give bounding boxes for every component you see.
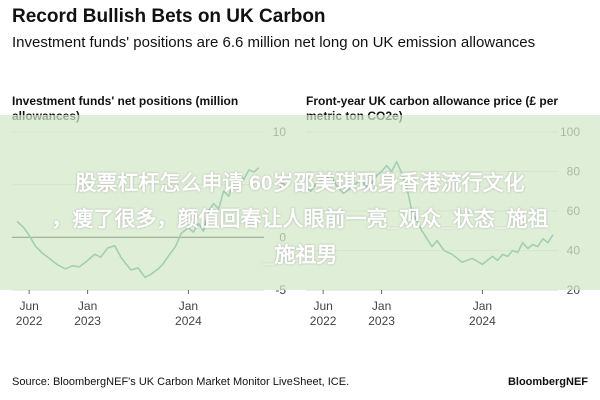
x-tick-label-year: 2024	[175, 314, 202, 328]
x-tick-label-year: 2022	[310, 314, 337, 328]
overlay-text-line-1: 股票杠杆怎么申请 60岁邵美琪现身香港流行文化	[75, 172, 525, 195]
watermark-overlay: 股票杠杆怎么申请 60岁邵美琪现身香港流行文化 ，瘦了很多，颜值回春让人眼前一亮…	[0, 115, 600, 290]
x-tick-label-month: Jun	[19, 299, 38, 313]
x-tick-label-year: 2023	[368, 314, 395, 328]
x-tick-label-month: Jan	[372, 299, 391, 313]
x-tick-label-month: Jun	[313, 299, 332, 313]
x-tick-label-month: Jan	[473, 299, 492, 313]
chart-title-main: Record Bullish Bets on UK Carbon	[12, 6, 326, 27]
x-tick-label-year: 2022	[16, 314, 43, 328]
x-tick-label-month: Jan	[78, 299, 97, 313]
overlay-text-line-2: ，瘦了很多，颜值回春让人眼前一亮_观众_状态_施祖	[51, 208, 549, 231]
x-tick-label-year: 2024	[469, 314, 496, 328]
chart-subtitle: Investment funds' positions are 6.6 mill…	[12, 34, 536, 51]
overlay-text-line-3: _施祖男	[262, 244, 338, 267]
brand-logo: BloombergNEF	[507, 376, 588, 388]
source-note: Source: BloombergNEF's UK Carbon Market …	[12, 376, 350, 388]
y-tick-label: -5	[275, 283, 286, 297]
x-tick-label-month: Jan	[179, 299, 198, 313]
x-tick-label-year: 2023	[74, 314, 101, 328]
